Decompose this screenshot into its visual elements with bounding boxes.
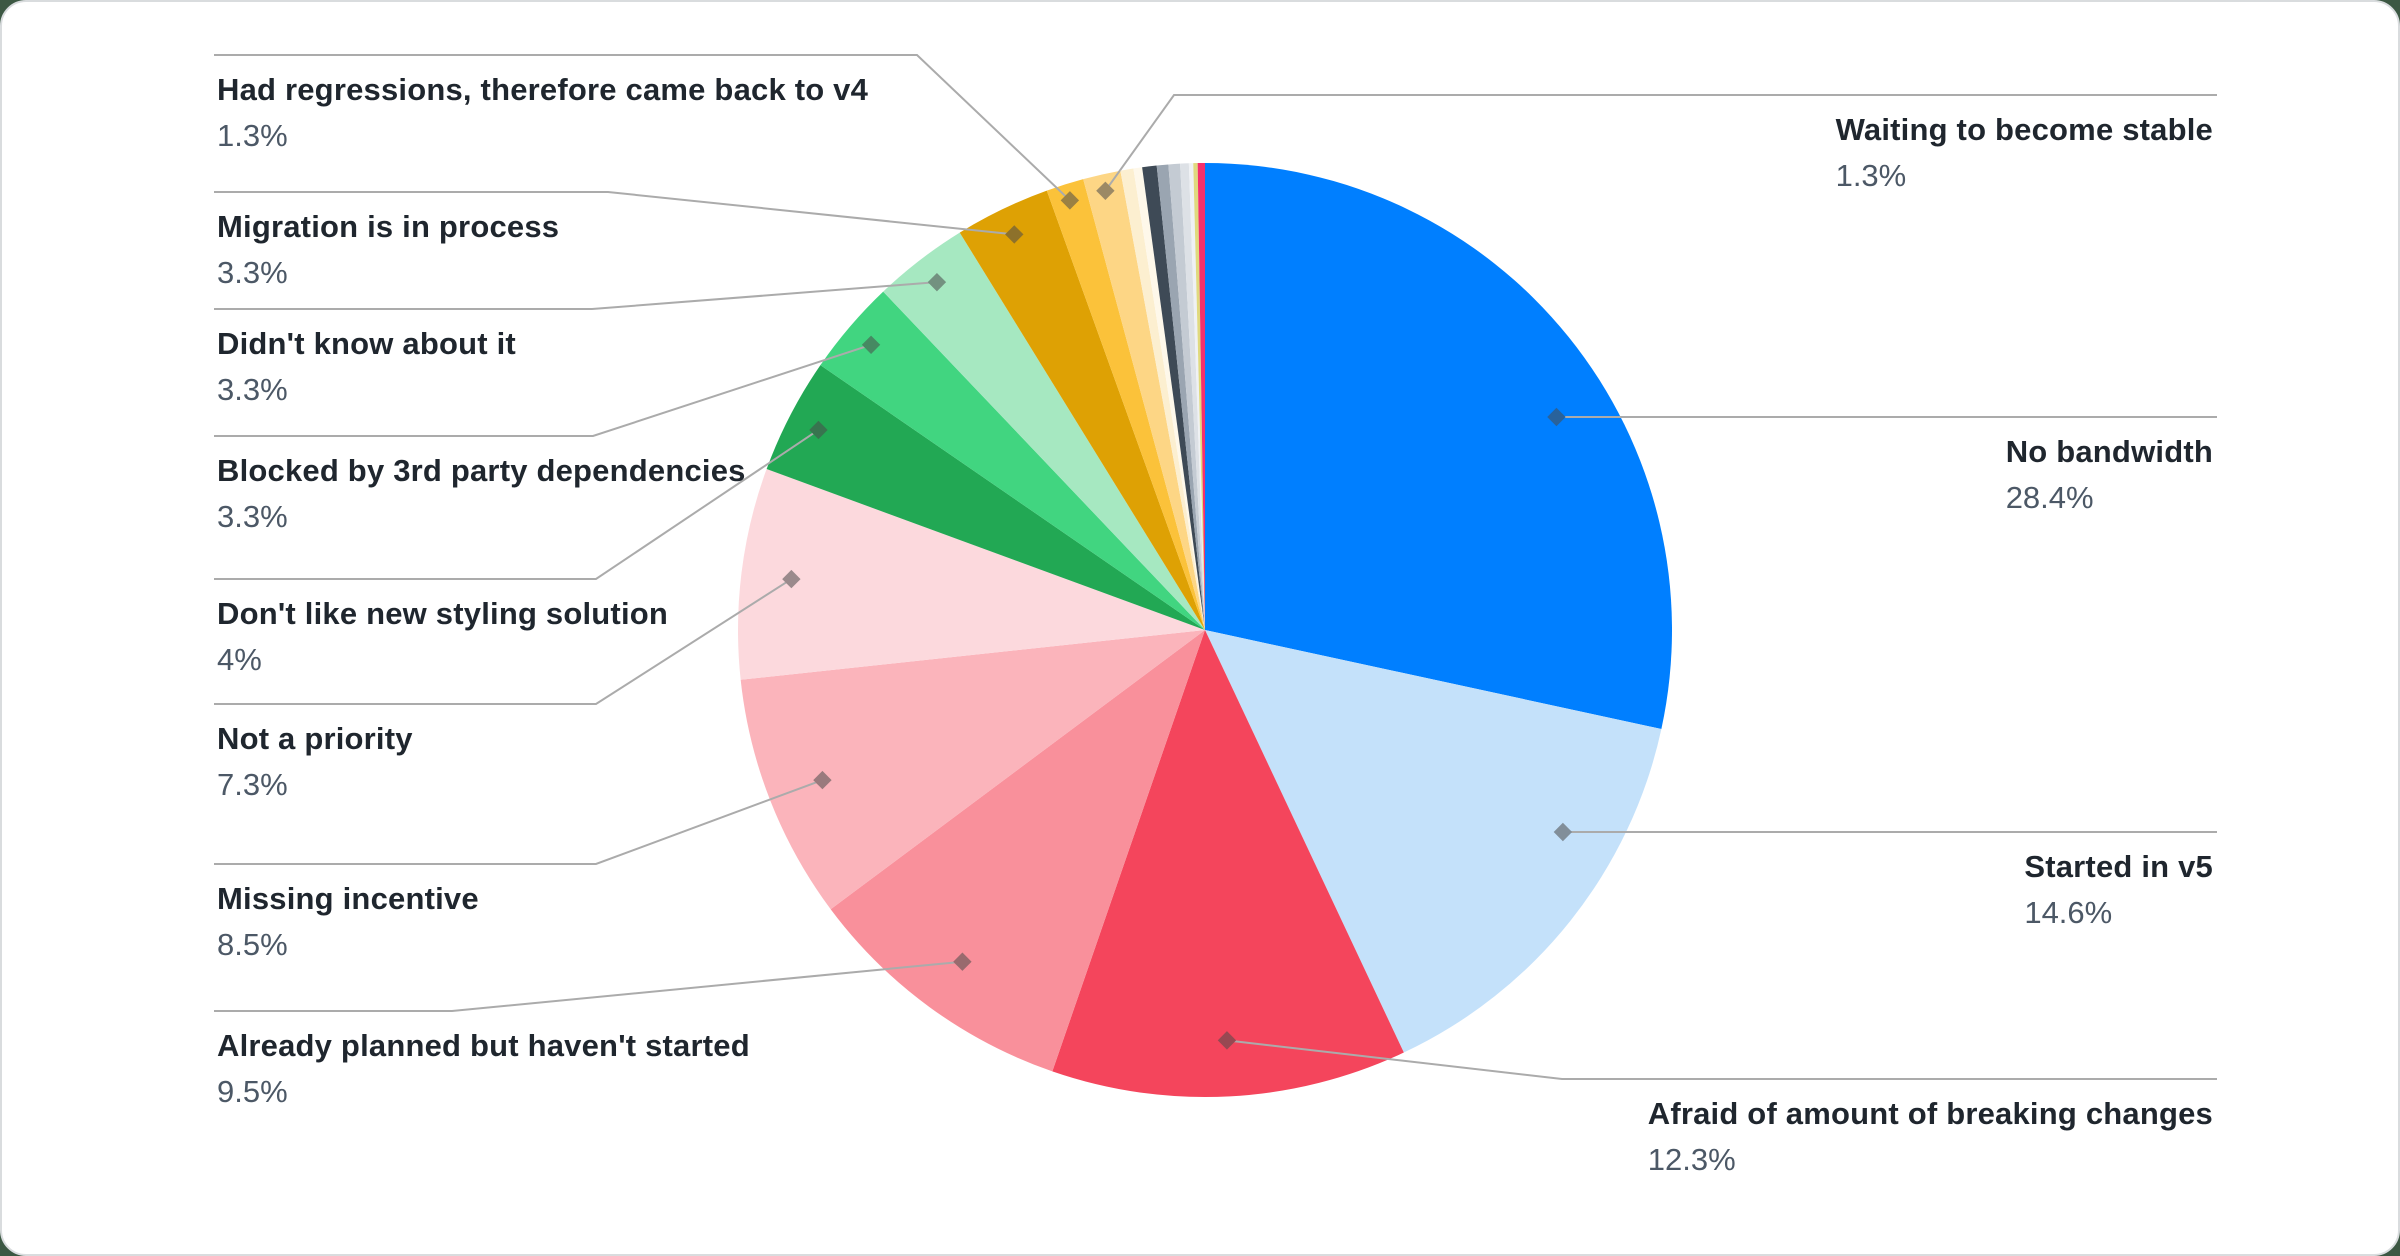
slice-label-title: Didn't know about it (217, 326, 516, 361)
pie-slice-not-a-priority[interactable] (737, 469, 1205, 680)
pie-slice-unlabeled-16[interactable] (1168, 163, 1205, 631)
leader-line (1104, 94, 2217, 192)
slice-label: Waiting to become stable 1.3% (1836, 111, 2213, 195)
leader-line (214, 343, 872, 437)
slice-marker (1553, 822, 1573, 842)
slice-label: Missing incentive 8.5% (217, 880, 479, 964)
pie-slice-unlabeled-12[interactable] (1120, 168, 1205, 630)
pie-slice-don-t-like-new-styling-solution[interactable] (766, 365, 1205, 630)
slice-label-percent: 7.3% (217, 767, 288, 802)
slice-label: Didn't know about it 3.3% (217, 325, 516, 409)
slice-label-percent: 9.5% (217, 1074, 288, 1109)
slice-label: Don't like new styling solution 4% (217, 595, 668, 679)
slice-label: Not a priority 7.3% (217, 720, 413, 804)
pie-slice-no-bandwidth[interactable] (1205, 163, 1672, 730)
pie-slice-blocked-by-3rd-party-dependencies[interactable] (820, 291, 1205, 630)
pie-slice-didn-t-know-about-it[interactable] (883, 232, 1205, 630)
leader-line (1226, 1039, 2217, 1080)
slice-marker (1005, 225, 1024, 244)
pie-slice-missing-incentive[interactable] (740, 630, 1205, 910)
slice-marker (809, 420, 828, 440)
slice-label-title: Started in v5 (2024, 849, 2213, 884)
pie-slice-unlabeled-13[interactable] (1133, 167, 1205, 630)
slice-label-title: Blocked by 3rd party dependencies (217, 453, 746, 488)
leader-line (214, 54, 1071, 202)
slice-label-title: Afraid of amount of breaking changes (1647, 1096, 2213, 1131)
slice-marker (1547, 407, 1566, 427)
slice-marker (1060, 191, 1080, 210)
slice-label-title: Migration is in process (217, 209, 560, 244)
slice-marker (861, 335, 881, 354)
slice-label: Had regressions, therefore came back to … (217, 71, 868, 155)
slice-label-percent: 12.3% (1647, 1142, 1736, 1177)
pie-slice-unlabeled-18[interactable] (1188, 163, 1205, 630)
slice-marker (813, 770, 832, 790)
slice-label-title: Had regressions, therefore came back to … (217, 72, 869, 107)
slice-marker (927, 272, 947, 292)
slice-label-percent: 3.3% (217, 255, 288, 290)
slice-label-percent: 3.3% (217, 372, 288, 407)
slice-label: Blocked by 3rd party dependencies 3.3% (217, 452, 746, 536)
pie-slice-unlabeled-15[interactable] (1156, 164, 1205, 630)
pie-slice-already-planned-but-haven-t-started[interactable] (830, 630, 1205, 1072)
slice-label-percent: 8.5% (217, 927, 288, 962)
slice-label-title: No bandwidth (2005, 434, 2213, 469)
slice-label-title: Not a priority (217, 721, 413, 756)
slice-label-title: Already planned but haven't started (217, 1028, 750, 1063)
leader-line (214, 578, 792, 705)
pie-slice-migration-is-in-process[interactable] (959, 190, 1205, 631)
leader-line (214, 960, 963, 1012)
slice-label: Started in v5 14.6% (2024, 848, 2213, 932)
slice-label-title: Missing incentive (217, 881, 479, 916)
pie-slice-had-regressions-therefore-came-back-to-v4[interactable] (1046, 179, 1205, 631)
slice-label-title: Waiting to become stable (1835, 112, 2213, 147)
leader-line (214, 281, 938, 310)
slice-marker (782, 569, 801, 589)
slice-label-percent: 3.3% (217, 499, 288, 534)
pie-slice-started-in-v5[interactable] (1205, 630, 1662, 1053)
slice-marker (1217, 1031, 1237, 1050)
leader-line (214, 779, 823, 865)
leader-line (214, 429, 820, 580)
slice-marker (953, 952, 972, 971)
slice-label: Afraid of amount of breaking changes 12.3… (1648, 1095, 2213, 1179)
pie-slice-afraid-of-amount-of-breaking-changes[interactable] (1052, 630, 1404, 1097)
slice-label-percent: 4% (217, 642, 262, 677)
slice-marker (1096, 181, 1115, 200)
slice-label: Already planned but haven't started 9.5% (217, 1027, 750, 1111)
pie-slice-unlabeled-14[interactable] (1142, 165, 1205, 630)
leader-line (214, 191, 1015, 236)
slice-label-percent: 1.3% (217, 118, 288, 153)
pie-slice-unlabeled-17[interactable] (1180, 163, 1205, 630)
slice-label-percent: 1.3% (1835, 158, 1907, 193)
pie-slice-unlabeled-19[interactable] (1193, 163, 1205, 630)
pie-slice-waiting-to-become-stable[interactable] (1083, 170, 1205, 631)
slice-label: Migration is in process 3.3% (217, 208, 559, 292)
slice-label: No bandwidth 28.4% (2006, 433, 2213, 517)
pie-slice-unlabeled-20[interactable] (1197, 163, 1205, 630)
slice-label-title: Don't like new styling solution (217, 596, 669, 631)
slice-label-percent: 28.4% (2005, 480, 2094, 515)
slice-label-percent: 14.6% (2024, 895, 2113, 930)
